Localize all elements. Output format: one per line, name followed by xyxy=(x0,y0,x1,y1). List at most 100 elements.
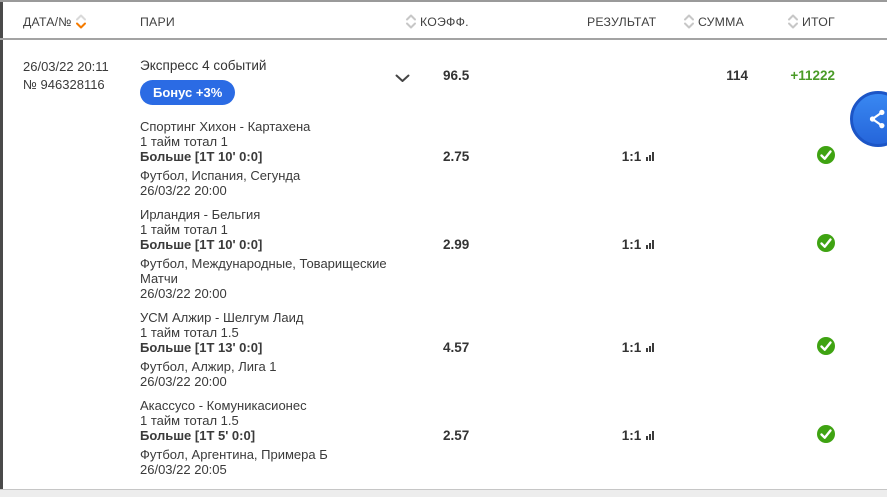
event-chevron-spacer xyxy=(390,119,443,198)
bet-id: № 946328116 xyxy=(23,77,105,92)
bar-chart-icon[interactable] xyxy=(646,343,655,352)
bar-chart-icon[interactable] xyxy=(646,431,655,440)
event-chevron-spacer xyxy=(390,310,443,389)
event-date-spacer xyxy=(23,207,140,301)
sort-icon xyxy=(406,14,416,29)
bet-date-cell: 26/03/22 20:11 № 946328116 xyxy=(23,58,140,105)
win-check-icon xyxy=(817,337,835,355)
column-header-date-label: ДАТА/№ xyxy=(23,14,72,29)
event-coeff: 4.57 xyxy=(443,340,470,355)
event-row: Спортинг Хихон - Картахена 1 тайм тотал … xyxy=(0,119,887,207)
event-league: Футбол, Испания, Сегунда xyxy=(140,168,301,183)
event-details: Ирландия - Бельгия 1 тайм тотал 1 Больше… xyxy=(140,207,390,301)
event-league: Футбол, Алжир, Лига 1 xyxy=(140,359,277,374)
event-datetime: 26/03/22 20:00 xyxy=(140,286,227,301)
event-score: 1:1 xyxy=(621,340,642,355)
bet-total: +11222 xyxy=(790,68,835,83)
event-status-cell xyxy=(748,207,835,301)
chevron-down-icon xyxy=(395,74,410,82)
bet-summary-row: 26/03/22 20:11 № 946328116 Экспресс 4 со… xyxy=(0,40,887,147)
event-coeff: 2.99 xyxy=(443,237,470,252)
bet-type-label: Экспресс 4 событий xyxy=(140,58,267,73)
event-pick: Больше [1Т 5' 0:0] xyxy=(140,428,256,443)
top-divider xyxy=(0,0,887,2)
column-header-result-label: РЕЗУЛЬТАТ xyxy=(587,15,657,29)
column-header-sum[interactable]: СУММА xyxy=(683,14,744,29)
bar-chart-icon[interactable] xyxy=(646,240,655,249)
sort-icon xyxy=(788,14,798,29)
event-market: 1 тайм тотал 1.5 xyxy=(140,413,239,428)
bar-chart-icon[interactable] xyxy=(646,152,655,161)
share-icon xyxy=(869,109,885,129)
event-score: 1:1 xyxy=(621,237,642,252)
event-details: УСМ Алжир - Шелгум Лаид 1 тайм тотал 1.5… xyxy=(140,310,390,389)
win-check-icon xyxy=(817,146,835,164)
event-coeff: 2.75 xyxy=(443,149,470,164)
event-datetime: 26/03/22 20:00 xyxy=(140,374,227,389)
bet-date: 26/03/22 20:11 xyxy=(23,59,109,74)
table-header: ДАТА/№ ПАРИ КОЭФФ. РЕЗУЛЬТАТ СУММА xyxy=(0,0,887,40)
bet-type-cell: Экспресс 4 событий Бонус +3% xyxy=(140,58,390,105)
event-details: Спортинг Хихон - Картахена 1 тайм тотал … xyxy=(140,119,390,198)
event-coeff: 2.57 xyxy=(443,428,470,443)
event-pick: Больше [1Т 13' 0:0] xyxy=(140,340,263,355)
event-teams: Ирландия - Бельгия xyxy=(140,207,261,222)
column-header-pari-label: ПАРИ xyxy=(140,15,175,29)
event-score: 1:1 xyxy=(621,149,642,164)
event-sum-cell xyxy=(693,398,748,477)
event-league: Футбол, Международные, Товарищеские Матч… xyxy=(140,256,387,286)
event-row: Акассусо - Комуникасионес 1 тайм тотал 1… xyxy=(0,398,887,486)
event-sum-cell xyxy=(693,310,748,389)
event-market: 1 тайм тотал 1.5 xyxy=(140,325,239,340)
event-status-cell xyxy=(748,398,835,477)
event-chevron-spacer xyxy=(390,207,443,301)
event-details: Акассусо - Комуникасионес 1 тайм тотал 1… xyxy=(140,398,390,477)
event-status-cell xyxy=(748,310,835,389)
bet-sum: 114 xyxy=(726,68,748,83)
event-date-spacer xyxy=(23,310,140,389)
share-button[interactable] xyxy=(850,91,887,147)
event-market: 1 тайм тотал 1 xyxy=(140,222,228,237)
sort-icon xyxy=(684,14,694,29)
column-header-result: РЕЗУЛЬТАТ xyxy=(587,15,656,29)
event-status-cell xyxy=(748,119,835,198)
event-date-spacer xyxy=(23,119,140,198)
bonus-badge: Бонус +3% xyxy=(140,80,236,105)
sort-icon-active xyxy=(75,14,86,29)
collapse-toggle[interactable] xyxy=(390,58,443,105)
column-header-total-label: ИТОГ xyxy=(802,14,835,29)
event-teams: УСМ Алжир - Шелгум Лаид xyxy=(140,310,304,325)
column-header-pari: ПАРИ xyxy=(140,15,175,29)
event-sum-cell xyxy=(693,207,748,301)
bottom-divider xyxy=(0,489,887,497)
event-result-cell: 1:1 xyxy=(553,398,693,477)
column-header-sum-label: СУММА xyxy=(698,14,744,29)
event-teams: Акассусо - Комуникасионес xyxy=(140,398,307,413)
event-datetime: 26/03/22 20:00 xyxy=(140,183,227,198)
event-market: 1 тайм тотал 1 xyxy=(140,134,228,149)
event-row: УСМ Алжир - Шелгум Лаид 1 тайм тотал 1.5… xyxy=(0,310,887,398)
win-check-icon xyxy=(817,425,835,443)
column-header-date[interactable]: ДАТА/№ xyxy=(23,14,87,29)
event-chevron-spacer xyxy=(390,398,443,477)
event-score: 1:1 xyxy=(621,428,642,443)
win-check-icon xyxy=(817,234,835,252)
event-pick: Больше [1Т 10' 0:0] xyxy=(140,149,263,164)
event-result-cell: 1:1 xyxy=(553,119,693,198)
event-row: Ирландия - Бельгия 1 тайм тотал 1 Больше… xyxy=(0,207,887,310)
event-datetime: 26/03/22 20:05 xyxy=(140,462,227,477)
bet-result-cell xyxy=(553,58,693,105)
column-header-coeff-label: КОЭФФ. xyxy=(420,14,469,29)
event-date-spacer xyxy=(23,398,140,477)
column-header-coeff[interactable]: КОЭФФ. xyxy=(405,14,469,29)
event-sum-cell xyxy=(693,119,748,198)
event-result-cell: 1:1 xyxy=(553,310,693,389)
left-edge-bar xyxy=(0,2,3,489)
event-pick: Больше [1Т 10' 0:0] xyxy=(140,237,263,252)
event-result-cell: 1:1 xyxy=(553,207,693,301)
column-header-total[interactable]: ИТОГ xyxy=(787,14,835,29)
event-league: Футбол, Аргентина, Примера Б xyxy=(140,447,328,462)
event-teams: Спортинг Хихон - Картахена xyxy=(140,119,311,134)
bet-coeff: 96.5 xyxy=(443,68,470,83)
